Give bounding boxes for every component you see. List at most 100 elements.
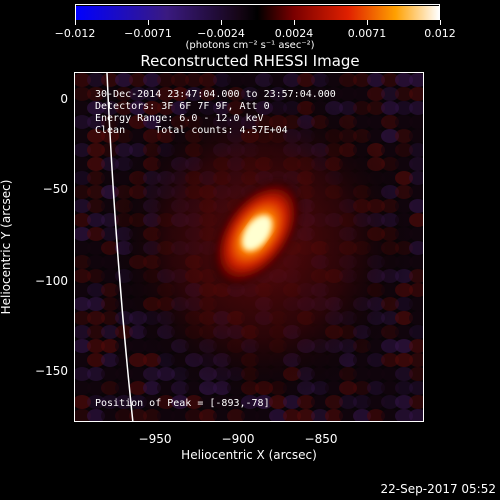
noise-blob [75, 395, 91, 409]
noise-blob [185, 409, 203, 421]
colorbar-tick-mark [367, 20, 368, 25]
noise-blob [87, 157, 105, 171]
noise-blob [353, 409, 371, 421]
noise-blob [157, 409, 175, 421]
noise-blob [75, 227, 91, 241]
noise-blob [87, 241, 105, 255]
noise-blob [325, 73, 343, 87]
noise-blob [395, 171, 413, 185]
noise-blob [395, 339, 413, 353]
noise-blob [75, 213, 91, 227]
noise-blob [395, 311, 413, 325]
noise-blob [409, 73, 423, 87]
noise-blob [367, 115, 385, 129]
noise-blob [143, 115, 161, 129]
noise-blob [129, 381, 147, 395]
noise-blob [409, 199, 423, 213]
noise-blob [395, 87, 413, 101]
noise-blob [101, 339, 119, 353]
noise-blob [75, 353, 91, 367]
noise-blob [87, 101, 105, 115]
noise-blob [199, 409, 217, 421]
plot-title: Reconstructed RHESSI Image [140, 52, 360, 70]
noise-blob [129, 73, 147, 87]
noise-blob [87, 311, 105, 325]
noise-blob [101, 185, 119, 199]
noise-blob [75, 87, 91, 101]
noise-blob [87, 199, 105, 213]
noise-blob [227, 409, 245, 421]
noise-blob [353, 381, 371, 395]
noise-blob [75, 143, 91, 157]
noise-blob [115, 395, 133, 409]
rhessi-image [75, 73, 423, 421]
noise-blob [75, 101, 91, 115]
noise-blob [101, 325, 119, 339]
colorbar-tick-mark [221, 20, 222, 25]
noise-blob [87, 353, 105, 367]
noise-blob [255, 409, 273, 421]
noise-blob [409, 367, 423, 381]
noise-blob [115, 73, 133, 87]
noise-blob [199, 73, 217, 87]
noise-blob [87, 227, 105, 241]
noise-blob [367, 409, 385, 421]
noise-blob [339, 395, 357, 409]
noise-blob [87, 73, 105, 87]
noise-blob [101, 171, 119, 185]
energy-range: Energy Range: 6.0 - 12.0 keV [95, 113, 264, 124]
noise-blob [325, 409, 343, 421]
x-tick-label: −850 [304, 432, 338, 446]
noise-blob [101, 367, 119, 381]
noise-blob [381, 339, 399, 353]
noise-blob [129, 339, 147, 353]
noise-blob [87, 185, 105, 199]
noise-blob [101, 73, 119, 87]
y-axis-title: Heliocentric Y (arcsec) [0, 179, 13, 315]
noise-blob [339, 87, 357, 101]
noise-blob [129, 115, 147, 129]
noise-blob [297, 73, 315, 87]
noise-blob [367, 73, 385, 87]
noise-blob [409, 87, 423, 101]
noise-blob [325, 87, 343, 101]
noise-blob [381, 115, 399, 129]
noise-blob [269, 73, 287, 87]
noise-blob [381, 143, 399, 157]
noise-blob [87, 297, 105, 311]
noise-blob [87, 283, 105, 297]
noise-blob [395, 129, 413, 143]
time-range: 30-Dec-2014 23:47:04.000 to 23:57:04.000 [95, 89, 336, 100]
noise-blob [395, 367, 413, 381]
noise-blob [409, 115, 423, 129]
noise-blob [115, 339, 133, 353]
noise-blob [129, 87, 147, 101]
noise-blob [381, 395, 399, 409]
noise-blob [75, 129, 91, 143]
noise-blob [101, 353, 119, 367]
noise-blob [409, 269, 423, 283]
noise-blob [129, 353, 147, 367]
colorbar-tick-label: −0.0071 [124, 27, 172, 40]
noise-blob [241, 409, 259, 421]
noise-blob [143, 395, 161, 409]
noise-blob [87, 129, 105, 143]
noise-blob [87, 171, 105, 185]
noise-blob [353, 101, 371, 115]
noise-blob [339, 409, 357, 421]
noise-blob [171, 73, 189, 87]
noise-blob [409, 311, 423, 325]
noise-blob [129, 409, 147, 421]
noise-blob [101, 409, 119, 421]
noise-blob [87, 115, 105, 129]
noise-blob [339, 73, 357, 87]
noise-blob [409, 283, 423, 297]
noise-blob [325, 395, 343, 409]
noise-blob [75, 325, 91, 339]
noise-blob [367, 367, 385, 381]
noise-blob [395, 101, 413, 115]
colorbar [75, 4, 440, 20]
noise-blob [143, 87, 161, 101]
noise-blob [143, 73, 161, 87]
noise-blob [213, 73, 231, 87]
